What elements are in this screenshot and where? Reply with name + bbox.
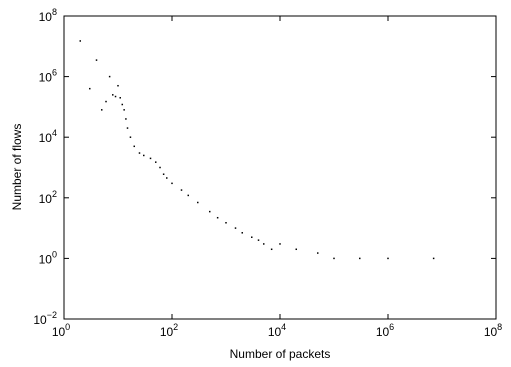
data-point xyxy=(187,194,190,197)
x-tick-label: 106 xyxy=(376,322,394,339)
y-tick-label: 106 xyxy=(39,68,57,85)
data-point xyxy=(138,152,141,154)
data-point xyxy=(333,257,335,260)
data-point xyxy=(108,75,111,78)
data-points xyxy=(79,40,435,260)
data-point xyxy=(257,239,260,241)
data-point xyxy=(143,154,145,157)
x-tick-label: 104 xyxy=(268,322,286,339)
plot-frame xyxy=(63,15,497,320)
data-point xyxy=(100,109,103,111)
data-point xyxy=(197,201,199,204)
data-point xyxy=(129,136,132,138)
y-tick-label: 100 xyxy=(39,249,57,266)
data-point xyxy=(121,103,124,106)
data-point xyxy=(117,84,119,87)
data-point xyxy=(166,177,168,179)
data-point xyxy=(216,216,219,219)
data-point xyxy=(359,257,361,260)
data-point xyxy=(295,248,298,251)
data-point xyxy=(79,40,82,42)
data-point xyxy=(279,243,281,245)
data-point xyxy=(159,166,161,169)
y-tick-label: 10−2 xyxy=(33,310,57,327)
data-point xyxy=(270,248,273,251)
data-point xyxy=(149,157,152,160)
data-point xyxy=(105,100,107,103)
data-point xyxy=(162,173,165,175)
data-point xyxy=(133,145,136,148)
data-point xyxy=(225,222,227,224)
data-point xyxy=(316,252,319,254)
data-point xyxy=(112,94,114,96)
data-point xyxy=(154,161,157,163)
data-point xyxy=(114,95,117,98)
y-tick-label: 102 xyxy=(39,189,57,206)
data-point xyxy=(171,182,173,185)
data-point xyxy=(234,227,237,229)
data-point xyxy=(119,97,121,99)
data-point xyxy=(89,87,91,90)
data-point xyxy=(208,210,211,213)
axis-ticks xyxy=(63,15,497,320)
data-point xyxy=(262,243,265,245)
data-point xyxy=(123,109,125,111)
data-point xyxy=(241,232,244,234)
y-tick-label: 104 xyxy=(39,128,57,145)
y-tick-label: 108 xyxy=(39,7,57,24)
x-tick-label: 108 xyxy=(484,322,502,339)
x-tick-label: 102 xyxy=(160,322,178,339)
y-axis-title: Number of flows xyxy=(10,124,24,211)
data-point xyxy=(432,257,435,260)
y-tick-labels: 10−2 100 102 104 106 108 xyxy=(33,7,57,327)
data-point xyxy=(180,189,183,191)
data-point xyxy=(126,127,129,129)
data-point xyxy=(251,236,253,238)
x-tick-labels: 100 102 104 106 108 xyxy=(52,322,502,339)
data-point xyxy=(125,118,127,120)
data-point xyxy=(95,59,98,61)
data-point xyxy=(387,257,389,260)
x-tick-label: 100 xyxy=(52,322,70,339)
x-axis-title: Number of packets xyxy=(230,347,331,361)
